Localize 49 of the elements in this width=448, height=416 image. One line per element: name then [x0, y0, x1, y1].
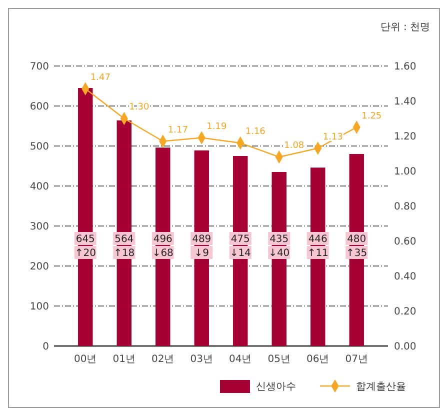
legend-label: 신생아수 [256, 382, 296, 392]
annotation: ↓40 [268, 248, 290, 259]
legend-label: 합계출산율 [356, 382, 406, 392]
x-tick-label: 04년 [229, 354, 252, 365]
data-label: 480 [347, 234, 366, 245]
y2-tick-label: 1.20 [394, 132, 416, 142]
y2-tick-label: 1.40 [394, 96, 416, 108]
data-label: 1.17 [168, 125, 188, 136]
y2-tick-label: 0.40 [394, 272, 416, 282]
y-tick-label: 700 [30, 62, 49, 72]
data-label: 496 [153, 234, 172, 245]
data-label: 1.25 [362, 111, 382, 122]
data-label: 489 [192, 234, 212, 245]
y2-tick-label: 0.20 [394, 306, 416, 318]
y2-tick-label: 0.60 [394, 236, 416, 248]
annotation: ↓14 [230, 248, 251, 259]
text: 단위 : 천명 [380, 22, 430, 33]
annotation: ↑20 [74, 248, 96, 259]
x-tick-label: 07년 [345, 354, 368, 365]
y2-tick-label: 1.60 [394, 62, 416, 72]
y-tick-label: 500 [30, 142, 49, 152]
data-label: 446 [308, 234, 328, 245]
x-tick-label: 05년 [268, 354, 290, 365]
y2-tick-label: 1.00 [394, 166, 416, 178]
data-label: 435 [270, 234, 289, 245]
x-tick-label: 01년 [112, 354, 136, 365]
annotation: ↑18 [114, 248, 135, 259]
x-tick-label: 02년 [152, 354, 174, 365]
data-label: 1.19 [206, 122, 227, 132]
annotation: ↑35 [346, 248, 368, 259]
y2-tick-label: 0.00 [394, 342, 416, 352]
data-label: 1.47 [90, 72, 110, 83]
annotation: ↑11 [307, 248, 328, 259]
data-label: 564 [114, 234, 134, 245]
y2-tick-label: 0.80 [394, 202, 416, 212]
y-tick-label: 100 [30, 302, 49, 312]
x-tick-label: 00년 [74, 354, 97, 365]
y-tick-label: 600 [30, 102, 49, 112]
x-tick-label: 06년 [306, 354, 330, 365]
y-tick-label: 200 [30, 262, 49, 272]
x-tick-label: 03년 [190, 354, 213, 365]
annotation: ↓68 [152, 248, 174, 259]
annotation: ↓9 [194, 248, 209, 259]
y-tick-label: 400 [30, 182, 49, 192]
y-tick-label: 300 [30, 222, 49, 232]
data-label: 475 [230, 234, 250, 245]
y-tick-label: 0 [42, 342, 49, 352]
data-label: 645 [76, 234, 95, 245]
data-label: 1.16 [245, 127, 266, 137]
